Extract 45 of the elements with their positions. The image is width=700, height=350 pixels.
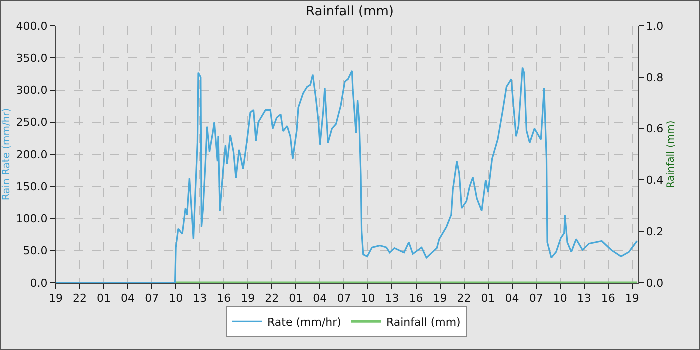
x-tick-label: 22 <box>73 292 88 306</box>
x-tick-label: 19 <box>625 292 640 306</box>
x-tick-label: 04 <box>121 292 136 306</box>
x-tick-label: 07 <box>529 292 544 306</box>
x-tick-label: 01 <box>481 292 496 306</box>
y-tick-label: 100.0 <box>16 212 48 226</box>
y2-tick-label: 0.6 <box>646 122 664 136</box>
y2-tick-label: 0.2 <box>646 225 664 238</box>
x-tick-label: 13 <box>577 292 592 306</box>
x-tick-label: 10 <box>361 292 376 306</box>
y2-tick-label: 0.4 <box>646 174 664 188</box>
x-tick-label: 07 <box>145 292 160 306</box>
y-axis-title: Rain Rate (mm/hr) <box>1 108 12 201</box>
x-tick-label: 16 <box>217 292 232 306</box>
x-tick-label: 01 <box>289 292 304 306</box>
x-tick-label: 13 <box>385 292 400 306</box>
y-tick-label: 300.0 <box>16 84 48 98</box>
x-tick-label: 19 <box>241 292 256 306</box>
x-tick-label: 22 <box>265 292 280 306</box>
x-tick-label: 22 <box>457 292 472 306</box>
x-tick-label: 16 <box>601 292 616 306</box>
x-tick-label: 13 <box>193 292 208 306</box>
y-tick-label: 50.0 <box>23 244 48 258</box>
y2-tick-label: 0.0 <box>646 276 664 290</box>
x-tick-label: 10 <box>553 292 568 306</box>
legend-label: Rainfall (mm) <box>386 316 461 329</box>
x-tick-label: 04 <box>313 292 328 306</box>
legend-label: Rate (mm/hr) <box>268 316 342 329</box>
y-tick-label: 0.0 <box>30 276 48 290</box>
x-tick-label: 04 <box>505 292 520 306</box>
y-tick-label: 400.0 <box>16 20 48 33</box>
chart-title: Rainfall (mm) <box>306 4 394 20</box>
x-tick-label: 19 <box>49 292 63 306</box>
x-tick-label: 19 <box>433 292 448 306</box>
y-tick-label: 250.0 <box>16 116 48 130</box>
y-tick-label: 150.0 <box>16 180 48 194</box>
x-tick-label: 07 <box>337 292 352 306</box>
y2-tick-label: 1.0 <box>646 20 664 33</box>
y-tick-label: 200.0 <box>16 148 48 162</box>
x-tick-label: 10 <box>169 292 184 306</box>
y-tick-label: 350.0 <box>16 52 48 65</box>
y2-axis-title: Rainfall (mm) <box>666 120 678 188</box>
x-tick-label: 01 <box>97 292 112 306</box>
x-tick-label: 16 <box>409 292 424 306</box>
y2-tick-label: 0.8 <box>646 71 664 84</box>
